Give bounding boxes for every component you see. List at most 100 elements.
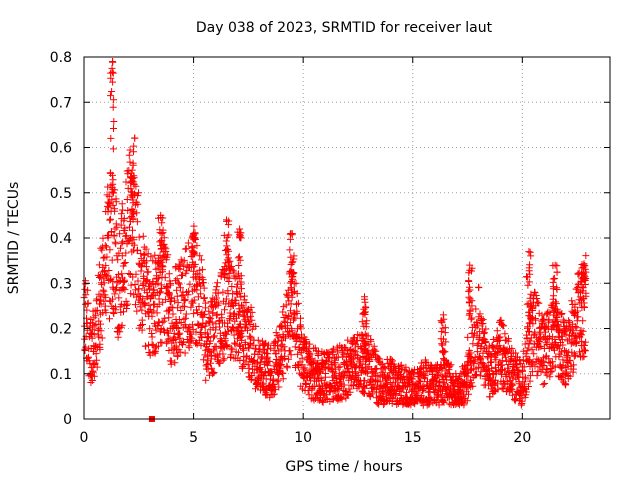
data-point [352, 348, 360, 356]
data-point [249, 341, 257, 349]
data-point [361, 309, 369, 317]
data-point [119, 238, 127, 246]
data-point [569, 327, 577, 335]
data-point [107, 92, 114, 100]
data-point [102, 262, 110, 270]
data-point [551, 346, 558, 354]
data-point [100, 297, 108, 305]
data-point [88, 326, 96, 334]
data-point [109, 277, 117, 285]
data-point [439, 349, 447, 357]
data-point [106, 246, 114, 254]
data-point [479, 316, 487, 324]
data-point [287, 261, 295, 268]
data-point [232, 340, 240, 348]
data-point [466, 261, 474, 269]
data-point [282, 334, 289, 342]
data-point [126, 146, 134, 154]
data-point [223, 216, 230, 224]
data-point [521, 384, 529, 392]
data-point [206, 337, 214, 345]
data-point [150, 348, 158, 356]
data-point [571, 323, 579, 330]
data-point [246, 321, 254, 328]
data-point [272, 329, 280, 337]
data-point [553, 318, 561, 325]
data-point [132, 286, 140, 294]
data-point [149, 257, 157, 265]
data-point [566, 372, 574, 380]
data-point [533, 355, 541, 363]
data-point [248, 308, 256, 316]
data-point [522, 350, 530, 358]
data-point [442, 338, 450, 346]
data-point [167, 360, 175, 368]
y-tick-label: 0.6 [50, 141, 72, 157]
data-point [108, 64, 116, 72]
data-point [235, 275, 243, 282]
data-point [511, 396, 518, 403]
data-point [242, 299, 250, 306]
data-point [112, 198, 120, 206]
data-point [180, 256, 188, 264]
data-point [163, 283, 170, 290]
data-point [88, 334, 96, 342]
data-point [449, 381, 457, 389]
data-point [306, 340, 314, 348]
x-tick-label: 5 [189, 430, 198, 446]
data-point [224, 246, 232, 253]
data-point [128, 173, 136, 181]
data-point [127, 234, 134, 242]
y-tick-label: 0.1 [50, 367, 72, 383]
data-point [385, 374, 393, 382]
data-point [195, 303, 203, 310]
data-point [286, 235, 294, 243]
data-point [95, 333, 103, 341]
data-point [529, 320, 537, 328]
data-point [191, 234, 198, 242]
data-point [490, 344, 498, 352]
data-point [118, 321, 126, 329]
y-axis-label: SRMTID / TECUs [6, 182, 22, 295]
data-point [524, 281, 532, 289]
data-point [334, 347, 342, 355]
data-point [152, 347, 160, 355]
data-point [582, 347, 589, 355]
data-point [319, 398, 327, 406]
data-point [174, 299, 182, 307]
data-point [532, 316, 540, 324]
y-tick-label: 0.2 [50, 322, 72, 338]
data-point [541, 380, 549, 387]
data-point [435, 378, 443, 386]
data-point [505, 373, 513, 381]
data-point [89, 368, 97, 376]
data-point [193, 340, 201, 348]
data-point [237, 320, 244, 328]
data-point [562, 380, 570, 388]
x-tick-label: 20 [513, 430, 531, 446]
data-point [81, 347, 89, 354]
data-point [104, 183, 112, 191]
data-point [211, 332, 218, 340]
data-point [112, 306, 120, 314]
data-point [216, 323, 223, 331]
data-point [393, 401, 401, 408]
data-point [531, 362, 539, 370]
data-point [529, 358, 537, 366]
data-point [280, 317, 288, 325]
data-point [109, 103, 117, 111]
data-point [173, 320, 181, 328]
data-point [125, 270, 133, 277]
data-point [116, 230, 124, 238]
data-point [306, 349, 314, 357]
data-point [109, 201, 117, 209]
data-point [165, 307, 172, 315]
data-point [238, 285, 245, 293]
data-point [189, 299, 197, 307]
data-point [549, 275, 557, 283]
data-point [93, 306, 101, 314]
data-point [548, 367, 556, 375]
data-point [198, 266, 206, 274]
data-point [505, 361, 513, 368]
data-point [383, 380, 390, 388]
